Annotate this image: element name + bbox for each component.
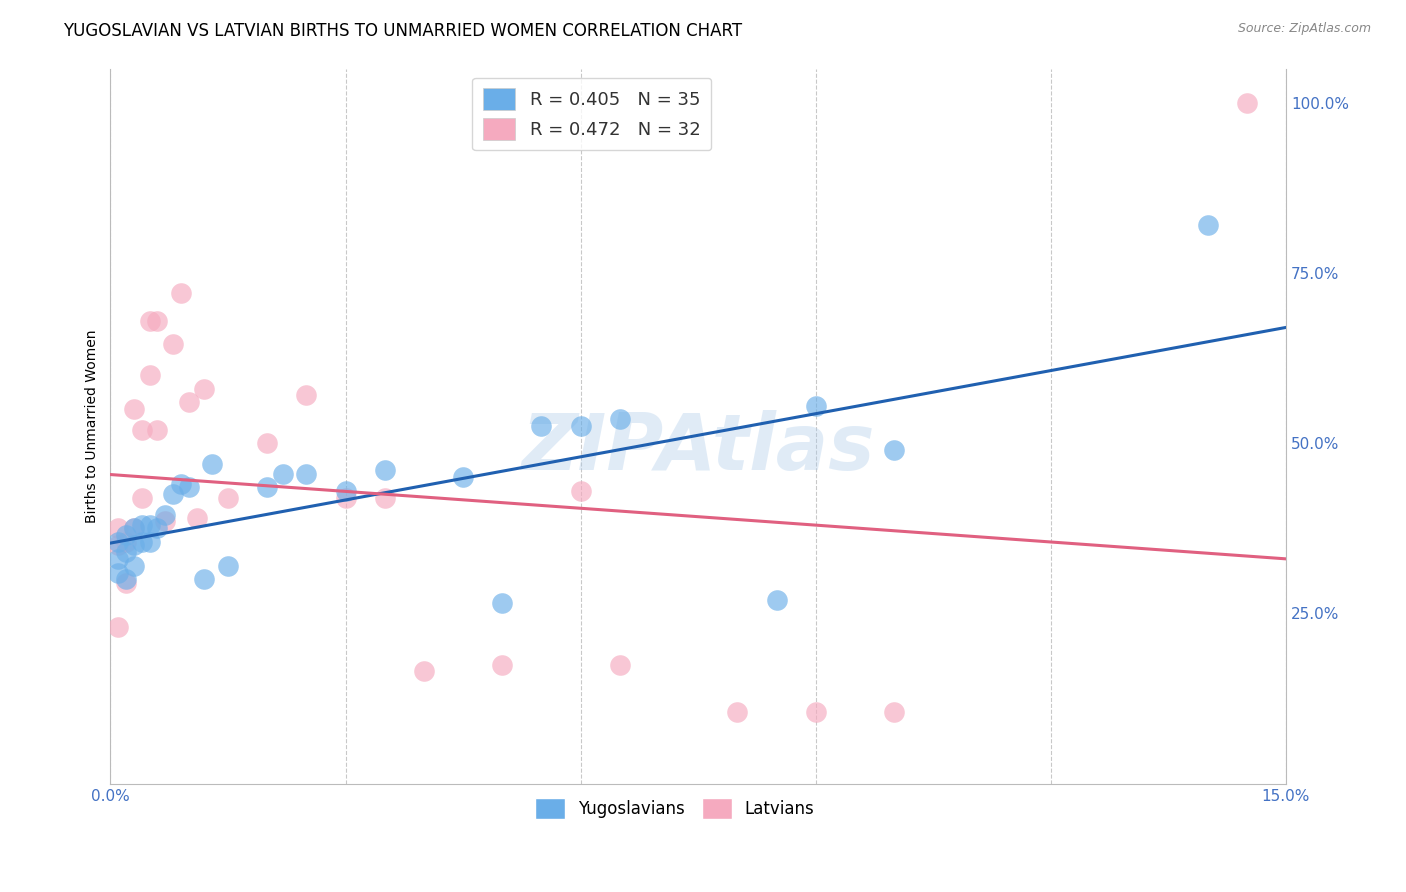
Text: ZIPAtlas: ZIPAtlas <box>522 409 875 485</box>
Point <box>725 705 748 719</box>
Point <box>256 480 278 494</box>
Point <box>451 470 474 484</box>
Point <box>170 477 193 491</box>
Point <box>201 457 224 471</box>
Point <box>217 558 239 573</box>
Text: YUGOSLAVIAN VS LATVIAN BIRTHS TO UNMARRIED WOMEN CORRELATION CHART: YUGOSLAVIAN VS LATVIAN BIRTHS TO UNMARRI… <box>63 22 742 40</box>
Point <box>107 521 129 535</box>
Point <box>122 402 145 417</box>
Point <box>883 442 905 457</box>
Point <box>146 313 169 327</box>
Point <box>138 368 160 382</box>
Point <box>131 535 153 549</box>
Point <box>569 483 592 498</box>
Point <box>122 521 145 535</box>
Point <box>804 705 827 719</box>
Point <box>609 657 631 672</box>
Point <box>115 545 138 559</box>
Point <box>295 467 318 481</box>
Point <box>107 552 129 566</box>
Point <box>1236 95 1258 110</box>
Point <box>107 535 129 549</box>
Point <box>609 412 631 426</box>
Point <box>107 538 129 552</box>
Point <box>217 491 239 505</box>
Point <box>412 665 434 679</box>
Point <box>374 463 396 477</box>
Point <box>177 395 200 409</box>
Point <box>804 399 827 413</box>
Point <box>107 620 129 634</box>
Point <box>177 480 200 494</box>
Text: Source: ZipAtlas.com: Source: ZipAtlas.com <box>1237 22 1371 36</box>
Point <box>530 419 553 434</box>
Point <box>138 535 160 549</box>
Point <box>186 511 208 525</box>
Point <box>155 515 177 529</box>
Point <box>122 521 145 535</box>
Point <box>115 575 138 590</box>
Point <box>107 566 129 580</box>
Point <box>193 573 215 587</box>
Point <box>146 521 169 535</box>
Point <box>115 535 138 549</box>
Point <box>131 423 153 437</box>
Point <box>193 382 215 396</box>
Point <box>335 483 357 498</box>
Point <box>138 517 160 532</box>
Point <box>1197 218 1219 232</box>
Point <box>131 491 153 505</box>
Point <box>491 596 513 610</box>
Point <box>162 487 184 501</box>
Point <box>374 491 396 505</box>
Point <box>491 657 513 672</box>
Point <box>295 388 318 402</box>
Point <box>115 528 138 542</box>
Point <box>138 313 160 327</box>
Point <box>883 705 905 719</box>
Point <box>155 508 177 522</box>
Point <box>170 286 193 301</box>
Point <box>271 467 294 481</box>
Point <box>122 538 145 552</box>
Point <box>765 592 787 607</box>
Point <box>122 558 145 573</box>
Point <box>115 573 138 587</box>
Point <box>131 517 153 532</box>
Y-axis label: Births to Unmarried Women: Births to Unmarried Women <box>86 329 100 523</box>
Point <box>256 436 278 450</box>
Point <box>162 337 184 351</box>
Point <box>335 491 357 505</box>
Legend: Yugoslavians, Latvians: Yugoslavians, Latvians <box>529 792 821 825</box>
Point <box>146 423 169 437</box>
Point <box>569 419 592 434</box>
